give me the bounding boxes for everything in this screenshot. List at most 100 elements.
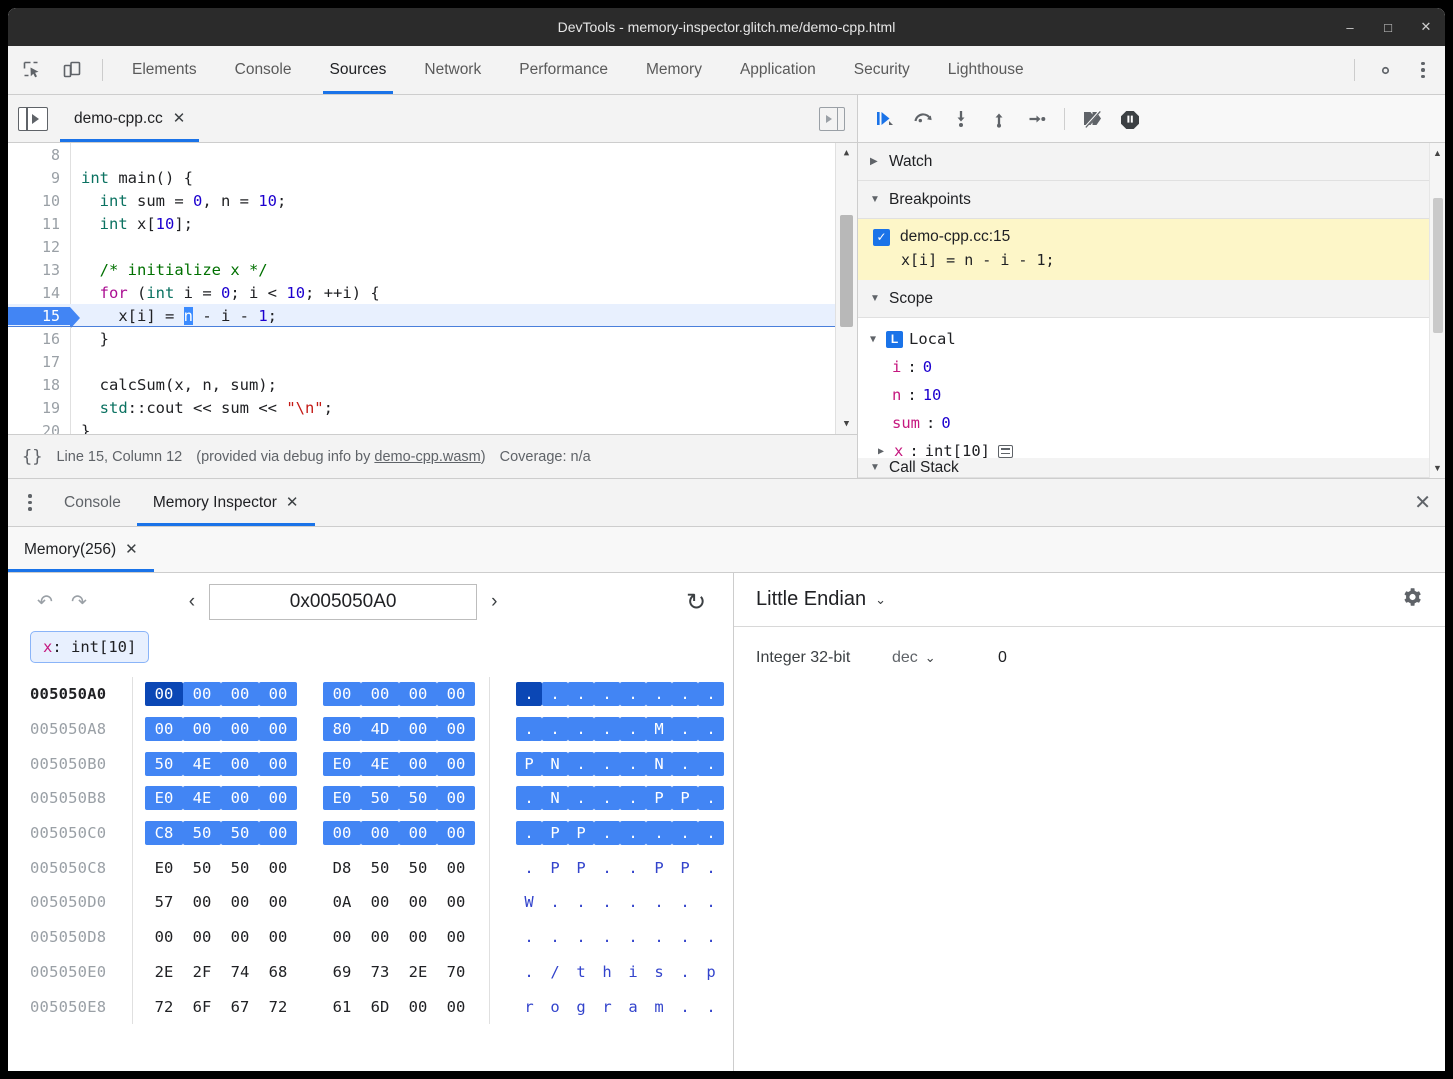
ascii-char[interactable]: P — [576, 858, 586, 877]
ascii-char[interactable]: P — [680, 858, 690, 877]
ascii-char[interactable]: . — [654, 893, 664, 912]
memory-byte[interactable]: 00 — [408, 997, 428, 1016]
memory-byte[interactable]: 00 — [361, 821, 399, 846]
code-line[interactable]: 20} — [8, 419, 835, 434]
ascii-char[interactable]: . — [680, 893, 690, 912]
ascii-char[interactable]: W — [524, 893, 534, 912]
drawer-tab-memory-inspector[interactable]: Memory Inspector ✕ — [136, 479, 315, 526]
pause-on-exceptions-button[interactable] — [1113, 103, 1147, 135]
hex-dump-view[interactable]: 005050A0 00 00 00 00 00 00 00 00........ 005050A8… — [8, 673, 733, 1071]
memory-byte[interactable]: 4E — [361, 751, 399, 776]
ascii-char[interactable]: P — [672, 786, 698, 811]
memory-byte[interactable]: 00 — [183, 717, 221, 742]
memory-byte[interactable]: 00 — [437, 786, 475, 811]
memory-row[interactable]: 005050D0 57 00 00 00 0A 00 00 00 W....... — [8, 885, 733, 920]
ascii-char[interactable]: . — [594, 751, 620, 776]
memory-byte[interactable]: C8 — [145, 821, 183, 846]
refresh-icon[interactable]: ↻ — [685, 588, 707, 616]
debugger-scroll-up-icon[interactable]: ▲ — [1433, 148, 1442, 158]
ascii-char[interactable]: . — [628, 893, 638, 912]
code-line[interactable]: 8 — [8, 143, 835, 166]
memory-byte[interactable]: 00 — [437, 717, 475, 742]
memory-tab-0[interactable]: Memory(256) ✕ — [8, 527, 154, 572]
ascii-char[interactable]: . — [620, 821, 646, 846]
memory-byte[interactable]: 0A — [332, 893, 352, 912]
ascii-char[interactable]: . — [698, 751, 724, 776]
memory-byte[interactable]: 00 — [323, 821, 361, 846]
file-tab-close-icon[interactable]: ✕ — [172, 110, 186, 127]
memory-byte[interactable]: 6D — [370, 997, 390, 1016]
ascii-char[interactable]: P — [568, 821, 594, 846]
memory-byte[interactable]: 61 — [332, 997, 352, 1016]
file-tab-demo-cpp-cc[interactable]: demo-cpp.cc ✕ — [60, 95, 200, 142]
memory-byte[interactable]: 50 — [230, 858, 250, 877]
tab-console[interactable]: Console — [234, 61, 292, 78]
memory-byte[interactable]: 00 — [192, 928, 212, 947]
ascii-char[interactable]: r — [524, 997, 534, 1016]
memory-byte[interactable]: 00 — [323, 682, 361, 707]
code-line[interactable]: 9 int main() { — [8, 166, 835, 189]
memory-byte[interactable]: 50 — [221, 821, 259, 846]
ascii-char[interactable]: . — [542, 682, 568, 707]
resume-button[interactable] — [868, 103, 902, 135]
breakpoints-caret-icon[interactable]: ▼ — [870, 194, 880, 205]
memory-byte[interactable]: 00 — [446, 858, 466, 877]
memory-byte[interactable]: 4D — [361, 717, 399, 742]
line-number[interactable]: 12 — [41, 237, 60, 256]
scope-var-i[interactable]: i: 0 — [858, 353, 1445, 381]
ascii-char[interactable]: a — [628, 997, 638, 1016]
memory-byte[interactable]: 00 — [154, 928, 174, 947]
scroll-down-arrow-icon[interactable]: ▼ — [843, 419, 850, 429]
step-over-button[interactable] — [906, 103, 940, 135]
breakpoint-checkbox[interactable]: ✓ — [873, 228, 890, 246]
value-inspector-settings-icon[interactable] — [1401, 586, 1423, 614]
code-line[interactable]: 15 x[i] = n - i - 1; — [8, 304, 835, 329]
show-navigator-icon[interactable] — [18, 106, 48, 131]
line-number[interactable]: 13 — [41, 260, 60, 279]
memory-byte[interactable]: 50 — [361, 786, 399, 811]
ascii-char[interactable]: . — [576, 893, 586, 912]
memory-byte[interactable]: 74 — [230, 962, 250, 981]
memory-byte[interactable]: 4E — [183, 751, 221, 776]
ascii-char[interactable]: g — [576, 997, 586, 1016]
watch-caret-icon[interactable]: ▶ — [870, 156, 878, 167]
memory-byte[interactable]: 2E — [408, 962, 428, 981]
ascii-char[interactable]: . — [672, 682, 698, 707]
ascii-char[interactable]: . — [706, 858, 716, 877]
ascii-char[interactable]: h — [602, 962, 612, 981]
memory-byte[interactable]: 50 — [183, 821, 221, 846]
code-editor[interactable]: 8 9 int main() {10 int sum = 0, n = 10; 11 … — [8, 143, 857, 434]
ascii-char[interactable]: . — [672, 717, 698, 742]
memory-byte[interactable]: 50 — [145, 751, 183, 776]
wasm-source-link[interactable]: demo-cpp.wasm — [374, 448, 481, 465]
ascii-char[interactable]: . — [550, 893, 560, 912]
memory-byte[interactable]: 00 — [221, 786, 259, 811]
ascii-char[interactable]: . — [620, 751, 646, 776]
line-number[interactable]: 9 — [50, 168, 60, 187]
memory-row[interactable]: 005050B8 E0 4E 00 00 E0 50 50 00. N... P P. — [8, 781, 733, 816]
redo-icon[interactable]: ↷ — [71, 591, 87, 613]
undo-icon[interactable]: ↶ — [37, 591, 53, 613]
device-toolbar-icon[interactable] — [54, 54, 90, 86]
ascii-char[interactable]: . — [594, 682, 620, 707]
memory-tab-close-icon[interactable]: ✕ — [125, 541, 138, 558]
memory-row[interactable]: 005050A8 00 00 00 00 80 4D 00 00..... M.. — [8, 711, 733, 747]
ascii-char[interactable]: P — [516, 751, 542, 776]
memory-byte[interactable]: 00 — [268, 858, 288, 877]
ascii-char[interactable]: . — [524, 962, 534, 981]
ascii-char[interactable]: P — [550, 858, 560, 877]
breakpoint-item[interactable]: ✓ demo-cpp.cc:15 x[i] = n - i - 1; — [858, 219, 1445, 280]
call-stack-section-header[interactable]: ▼ Call Stack — [858, 458, 1445, 478]
ascii-char[interactable]: . — [550, 928, 560, 947]
chevron-down-icon[interactable]: ⌄ — [875, 591, 886, 607]
ascii-char[interactable]: . — [576, 928, 586, 947]
ascii-char[interactable]: . — [602, 893, 612, 912]
ascii-char[interactable]: m — [654, 997, 664, 1016]
ascii-char[interactable]: . — [680, 928, 690, 947]
memory-byte[interactable]: 00 — [437, 751, 475, 776]
ascii-char[interactable]: P — [654, 858, 664, 877]
memory-byte[interactable]: 00 — [183, 682, 221, 707]
line-number[interactable]: 8 — [50, 145, 60, 164]
code-line[interactable]: 12 — [8, 235, 835, 258]
scope-caret-icon[interactable]: ▼ — [870, 293, 880, 304]
